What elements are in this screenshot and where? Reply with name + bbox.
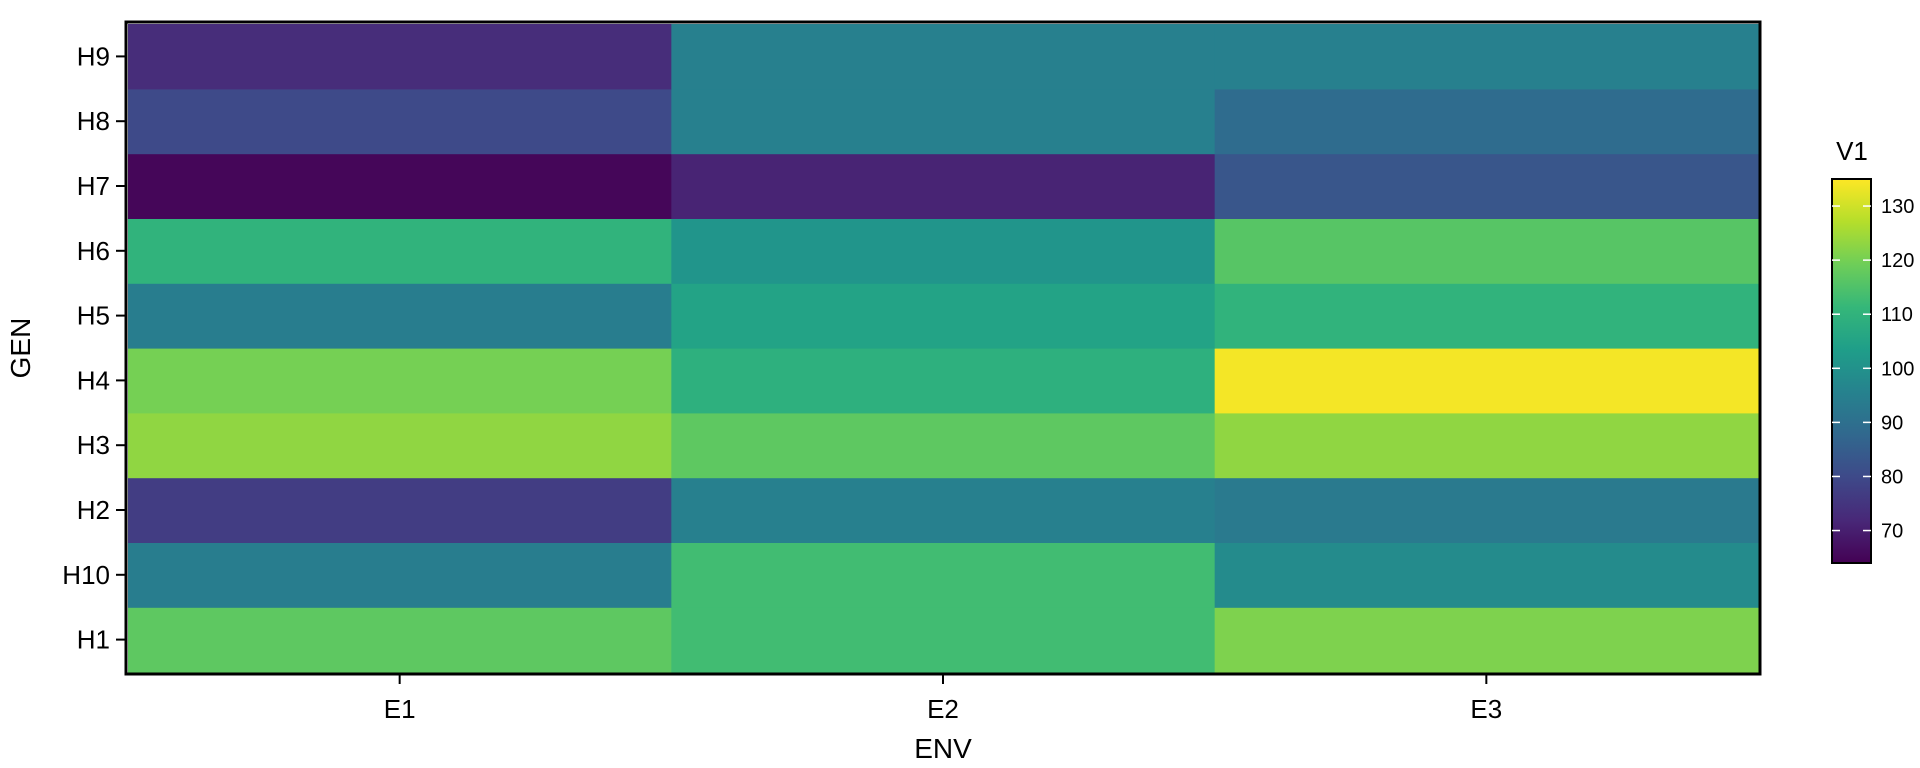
heatmap-cell-h1-e3: [1214, 607, 1759, 673]
x-axis-title: ENV: [914, 733, 972, 764]
heatmap-cell-h9-e1: [128, 24, 672, 90]
heatmap-cell-h3-e2: [671, 412, 1216, 479]
heatmap-cell-h6-e2: [671, 218, 1216, 284]
legend-tick-label: 70: [1881, 521, 1903, 543]
y-axis: H1 H10 H2 H3 H4 H5 H6 H7 H8 H9: [62, 41, 126, 655]
heatmap-cell-h6-e1: [128, 218, 672, 284]
heatmap-cell-h4-e3: [1214, 348, 1759, 414]
heatmap-cell-h3-e1: [128, 412, 672, 479]
y-tick-label: H4: [77, 365, 110, 395]
legend-tick-label: 130: [1881, 196, 1914, 218]
y-tick-label: H2: [77, 495, 110, 525]
y-tick-label: H9: [77, 41, 110, 71]
y-tick-label: H5: [77, 301, 110, 331]
heatmap-cell-h10-e1: [128, 542, 672, 608]
heatmap-cells: [128, 24, 1759, 673]
legend-ticks: 70 80 90 100 110 120 130: [1832, 196, 1914, 543]
legend-tick-label: 80: [1881, 466, 1903, 488]
heatmap-cell-h9-e3: [1214, 24, 1759, 90]
heatmap-cell-h2-e3: [1214, 477, 1759, 543]
heatmap-cell-h10-e2: [671, 542, 1216, 608]
heatmap-cell-h7-e3: [1214, 153, 1759, 219]
x-tick-label: E2: [927, 694, 959, 724]
x-tick-label: E1: [384, 694, 416, 724]
legend-tick-label: 90: [1881, 412, 1903, 434]
y-axis-title: GEN: [5, 318, 36, 379]
heatmap-cell-h5-e2: [671, 283, 1216, 349]
color-legend: V1 70 80 90 100 110 120 130: [1831, 136, 1914, 564]
y-tick-label: H1: [77, 625, 110, 655]
legend-title: V1: [1836, 136, 1868, 166]
heatmap-cell-h5-e3: [1214, 283, 1759, 349]
legend-tick-label: 110: [1881, 304, 1913, 326]
y-tick-label: H6: [77, 236, 110, 266]
heatmap-cell-h10-e3: [1214, 542, 1759, 608]
legend-colorbar: [1831, 178, 1872, 564]
heatmap-cell-h7-e2: [671, 153, 1216, 219]
heatmap-cell-h5-e1: [128, 283, 672, 349]
heatmap-cell-h6-e3: [1214, 218, 1759, 284]
y-tick-label: H10: [62, 560, 110, 590]
heatmap-cell-h4-e1: [128, 348, 672, 414]
heatmap-cell-h8-e1: [128, 88, 672, 155]
heatmap-cell-h7-e1: [128, 153, 672, 219]
heatmap-cell-h2-e2: [671, 477, 1216, 543]
heatmap-cell-h8-e2: [671, 88, 1216, 155]
y-tick-label: H7: [77, 171, 110, 201]
heatmap-cell-h2-e1: [128, 477, 672, 543]
x-tick-label: E3: [1470, 694, 1502, 724]
heatmap-cell-h3-e3: [1214, 412, 1759, 479]
heatmap-cell-h4-e2: [671, 348, 1216, 414]
x-axis: E1 E2 E3: [384, 674, 1502, 724]
y-tick-label: H3: [77, 430, 110, 460]
heatmap-cell-h1-e1: [128, 607, 672, 673]
legend-tick-label: 100: [1881, 358, 1914, 380]
heatmap-cell-h1-e2: [671, 607, 1216, 673]
legend-tick-label: 120: [1881, 250, 1914, 272]
heatmap-cell-h8-e3: [1214, 88, 1759, 155]
y-tick-label: H8: [77, 106, 110, 136]
heatmap-cell-h9-e2: [671, 24, 1216, 90]
